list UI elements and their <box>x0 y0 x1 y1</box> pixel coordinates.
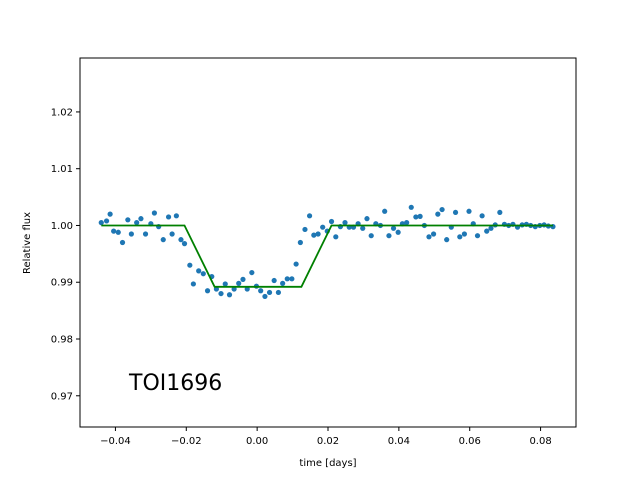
data-point <box>222 281 228 287</box>
data-point <box>258 288 264 294</box>
chart-annotation: TOI1696 <box>128 371 222 396</box>
x-tick-label: 0.08 <box>529 436 551 447</box>
data-point <box>293 261 299 267</box>
y-tick-label: 0.99 <box>51 278 73 289</box>
data-point <box>178 237 184 243</box>
data-point <box>474 233 481 239</box>
data-point <box>111 228 117 234</box>
data-point <box>165 214 172 220</box>
data-point <box>249 269 255 276</box>
data-point <box>280 280 286 286</box>
y-axis-label: Relative flux <box>22 212 33 274</box>
data-point <box>328 218 335 225</box>
data-point <box>151 210 157 216</box>
data-point <box>103 218 110 224</box>
data-point <box>240 276 246 282</box>
data-point <box>271 277 277 284</box>
data-point <box>196 268 202 274</box>
data-point <box>119 239 126 246</box>
data-point <box>98 220 104 226</box>
data-point <box>262 293 268 300</box>
y-axis: 0.97 0.98 0.99 1.00 1.01 1.02 <box>51 107 80 402</box>
data-point <box>289 276 295 282</box>
model-line <box>101 224 553 288</box>
data-point <box>364 216 370 222</box>
x-tick-label: 0.02 <box>317 436 339 447</box>
data-point <box>275 289 281 296</box>
data-point <box>479 213 485 219</box>
y-tick-label: 0.98 <box>51 335 73 346</box>
data-point <box>320 224 326 230</box>
data-point <box>426 234 432 240</box>
data-point <box>218 290 224 297</box>
data-point <box>408 204 414 210</box>
x-axis-label: time [days] <box>299 458 356 469</box>
data-point <box>306 213 313 219</box>
data-point <box>125 217 131 223</box>
data-point <box>360 225 366 231</box>
data-point <box>497 209 503 216</box>
data-point <box>142 231 149 237</box>
data-point <box>187 262 193 268</box>
x-tick-label: 0.00 <box>246 436 268 447</box>
data-point <box>466 208 472 214</box>
data-point <box>115 229 121 235</box>
data-point <box>439 206 445 213</box>
data-point <box>107 211 113 217</box>
data-point <box>138 216 144 222</box>
data-point <box>382 208 388 214</box>
data-point <box>342 220 348 226</box>
data-point <box>236 280 242 286</box>
data-point <box>484 228 490 234</box>
data-point <box>395 229 401 235</box>
data-point <box>315 231 321 237</box>
data-point <box>461 231 467 237</box>
x-tick-label: 0.04 <box>388 436 410 447</box>
data-point <box>213 286 219 292</box>
data-point <box>457 234 463 240</box>
data-point <box>302 226 308 233</box>
data-point <box>333 234 339 240</box>
data-point <box>297 239 303 246</box>
plot-area <box>98 204 556 300</box>
data-point <box>404 220 410 226</box>
data-point <box>488 225 494 231</box>
y-tick-label: 1.01 <box>51 164 73 175</box>
data-point <box>173 213 179 219</box>
data-point <box>311 232 317 238</box>
data-point <box>226 292 233 298</box>
data-point <box>200 271 206 277</box>
x-axis: −0.04 −0.02 0.00 0.02 0.04 0.06 0.08 <box>100 427 552 447</box>
x-tick-label: −0.04 <box>100 436 131 447</box>
y-tick-label: 1.02 <box>51 107 73 118</box>
y-tick-label: 1.00 <box>51 221 73 232</box>
data-point <box>204 288 211 294</box>
data-point <box>244 286 250 292</box>
data-point <box>160 237 166 243</box>
y-tick-label: 0.97 <box>51 391 73 402</box>
x-tick-label: 0.06 <box>459 436 481 447</box>
data-point <box>444 237 450 243</box>
data-point <box>435 211 441 217</box>
data-point <box>190 281 196 287</box>
data-point <box>430 231 437 237</box>
data-point <box>266 289 273 296</box>
data-point <box>284 276 290 282</box>
data-point <box>390 225 397 231</box>
data-point <box>134 220 140 226</box>
data-point <box>386 233 392 239</box>
data-point <box>128 231 134 237</box>
data-point <box>417 213 423 219</box>
data-point <box>368 233 374 239</box>
data-point <box>181 241 188 247</box>
data-point <box>413 214 419 220</box>
x-tick-label: −0.02 <box>171 436 202 447</box>
data-point <box>452 209 459 216</box>
data-point <box>169 231 175 237</box>
data-point <box>231 286 237 292</box>
